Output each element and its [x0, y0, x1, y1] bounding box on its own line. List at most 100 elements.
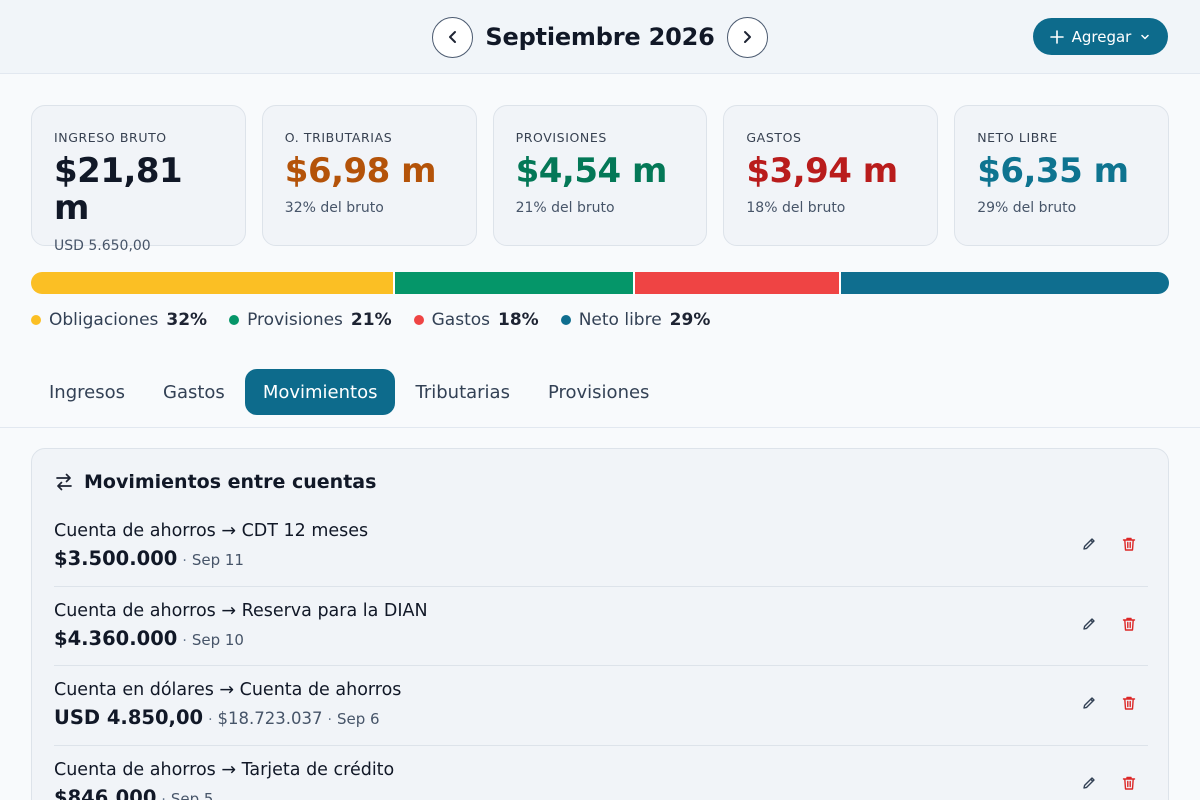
separator: · [161, 791, 166, 800]
next-month-button[interactable] [726, 16, 768, 58]
chevron-left-icon [448, 31, 456, 43]
pencil-icon [1083, 617, 1095, 630]
legend-label: Neto libre [578, 310, 662, 330]
row-actions [1080, 535, 1138, 553]
edit-button[interactable] [1080, 774, 1098, 792]
legend-dot [560, 315, 571, 325]
movement-meta: $846.000 · Sep 5 [54, 786, 213, 800]
legend-dot [229, 315, 240, 325]
movement-row: Cuenta de ahorros → CDT 12 meses $3.500.… [54, 507, 1148, 587]
legend-item-neto-libre: Neto libre 29% [560, 310, 711, 330]
tab-bar: Ingresos Gastos Movimientos Tributarias … [0, 360, 1200, 428]
legend-label: Obligaciones [49, 310, 159, 330]
tab-provisiones[interactable]: Provisiones [547, 381, 650, 403]
movement-meta: USD 4.850,00 · $18.723.037 · Sep 6 [54, 706, 380, 729]
edit-button[interactable] [1080, 694, 1098, 712]
delete-button[interactable] [1120, 694, 1138, 712]
distribution-segment-neto-libre [840, 272, 1169, 294]
legend-item-gastos: Gastos 18% [413, 310, 539, 330]
delete-button[interactable] [1120, 774, 1138, 792]
movement-meta: $3.500.000 · Sep 11 [54, 547, 244, 570]
prev-month-button[interactable] [432, 16, 474, 58]
edit-button[interactable] [1080, 535, 1098, 553]
edit-button[interactable] [1080, 615, 1098, 633]
legend-percent: 21% [350, 310, 392, 330]
movement-amount: USD 4.850,00 [54, 706, 204, 729]
card-subtext: 29% del bruto [977, 200, 1077, 217]
separator: · [327, 712, 332, 728]
trash-icon [1122, 617, 1136, 631]
pencil-icon [1083, 697, 1095, 709]
separator: · [182, 632, 187, 649]
legend-label: Provisiones [247, 310, 343, 330]
movement-date: Sep 6 [336, 710, 380, 728]
card-label: INGRESO BRUTO [54, 130, 167, 145]
card-ingreso-bruto: INGRESO BRUTO $21,81 m USD 5.650,00 [31, 105, 246, 254]
distribution-segment-provisiones [395, 272, 633, 294]
distribution-segment-gastos [634, 272, 839, 294]
movement-route: Cuenta en dólares → Cuenta de ahorros [54, 680, 402, 700]
row-actions [1080, 694, 1138, 712]
movement-row: Cuenta de ahorros → Tarjeta de crédito $… [54, 746, 1148, 800]
row-actions [1080, 615, 1138, 633]
movement-route: Cuenta de ahorros → CDT 12 meses [54, 521, 369, 541]
pencil-icon [1083, 776, 1095, 789]
summary-cards: INGRESO BRUTO $21,81 m USD 5.650,00 O. T… [31, 105, 1169, 254]
movement-meta: $4.360.000 · Sep 10 [54, 627, 244, 650]
card-provisiones: PROVISIONES $4,54 m 21% del bruto [492, 105, 708, 246]
movement-row: Cuenta en dólares → Cuenta de ahorros US… [54, 666, 1148, 746]
movement-route: Cuenta de ahorros → Reserva para la DIAN [54, 600, 428, 621]
card-label: GASTOS [746, 130, 802, 145]
row-actions [1080, 774, 1138, 792]
legend-dot [31, 315, 41, 325]
distribution-bar [31, 272, 1169, 294]
card-neto-libre: NETO LIBRE $6,35 m 29% del bruto [954, 105, 1169, 246]
chevron-down-icon [1141, 34, 1150, 39]
movement-row: Cuenta de ahorros → Reserva para la DIAN… [54, 587, 1148, 666]
legend-percent: 18% [498, 310, 539, 330]
tab-gastos[interactable]: Gastos [163, 381, 225, 403]
movement-route: Cuenta de ahorros → Tarjeta de crédito [54, 759, 395, 780]
arrows-exchange-icon [56, 473, 72, 491]
pencil-icon [1083, 538, 1095, 550]
add-button-label: Agregar [1071, 27, 1132, 46]
add-button[interactable]: Agregar [1033, 18, 1168, 55]
card-value: $4,54 m [515, 151, 668, 191]
movement-converted-amount: $18.723.037 [217, 709, 323, 728]
tabs: Ingresos Gastos Movimientos Tributarias … [31, 369, 667, 415]
movement-amount: $4.360.000 [54, 626, 178, 650]
movement-date: Sep 10 [191, 630, 244, 649]
top-bar: Septiembre 2026 Agregar [0, 0, 1200, 74]
card-subtext: 32% del bruto [284, 200, 384, 217]
card-label: NETO LIBRE [977, 130, 1058, 145]
plus-icon [1049, 29, 1064, 44]
card-value: $6,98 m [284, 151, 437, 191]
tab-tributarias[interactable]: Tributarias [415, 381, 510, 403]
card-label: O. TRIBUTARIAS [284, 130, 393, 145]
legend-percent: 29% [669, 310, 711, 330]
movement-amount: $3.500.000 [54, 547, 178, 570]
movement-amount: $846.000 [54, 785, 157, 800]
distribution-segment-obligaciones [31, 272, 394, 294]
tab-movimientos[interactable]: Movimientos [244, 369, 396, 415]
movements-title: Movimientos entre cuentas [84, 471, 377, 493]
movement-date: Sep 11 [191, 551, 244, 569]
legend-percent: 32% [166, 310, 208, 330]
trash-icon [1122, 696, 1136, 710]
trash-icon [1122, 776, 1136, 790]
chevron-right-icon [744, 31, 752, 43]
movements-header: Movimientos entre cuentas [54, 471, 376, 493]
card-obligaciones-tributarias: O. TRIBUTARIAS $6,98 m 32% del bruto [261, 105, 477, 246]
legend-item-provisiones: Provisiones 21% [229, 310, 392, 330]
tab-ingresos[interactable]: Ingresos [49, 381, 125, 403]
card-subtext: 18% del bruto [746, 200, 846, 217]
month-navigator: Septiembre 2026 [0, 0, 1200, 74]
card-subtext: USD 5.650,00 [54, 237, 151, 254]
card-gastos: GASTOS $3,94 m 18% del bruto [723, 105, 939, 246]
movements-list: Cuenta de ahorros → CDT 12 meses $3.500.… [54, 507, 1148, 800]
separator: · [182, 553, 187, 569]
delete-button[interactable] [1120, 535, 1138, 553]
delete-button[interactable] [1120, 615, 1138, 633]
card-subtext: 21% del bruto [515, 200, 615, 217]
movement-date: Sep 5 [170, 789, 214, 800]
